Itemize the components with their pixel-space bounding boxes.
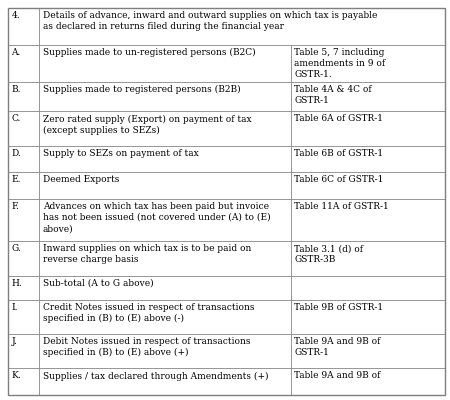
Bar xyxy=(40,276,291,300)
Bar xyxy=(8,45,40,82)
Bar xyxy=(8,241,40,276)
Text: Supply to SEZs on payment of tax: Supply to SEZs on payment of tax xyxy=(43,149,199,158)
Text: Table 5, 7 including
amendments in 9 of
GSTR-1.: Table 5, 7 including amendments in 9 of … xyxy=(294,48,385,79)
Text: E.: E. xyxy=(12,175,21,184)
Text: Table 9B of GSTR-1: Table 9B of GSTR-1 xyxy=(294,302,383,312)
Bar xyxy=(291,300,445,334)
Bar xyxy=(291,334,445,368)
Text: Supplies made to un-registered persons (B2C): Supplies made to un-registered persons (… xyxy=(43,48,256,57)
Bar xyxy=(40,172,291,199)
Text: C.: C. xyxy=(12,114,21,123)
Text: 4.: 4. xyxy=(12,11,20,20)
Text: Zero rated supply (Export) on payment of tax
(except supplies to SEZs): Zero rated supply (Export) on payment of… xyxy=(43,114,252,135)
Bar xyxy=(40,241,291,276)
Bar xyxy=(8,334,40,368)
Text: Inward supplies on which tax is to be paid on
reverse charge basis: Inward supplies on which tax is to be pa… xyxy=(43,244,252,264)
Text: A.: A. xyxy=(12,48,21,57)
Bar xyxy=(40,146,291,172)
Text: G.: G. xyxy=(12,244,21,253)
Bar xyxy=(40,111,291,146)
Text: Table 6C of GSTR-1: Table 6C of GSTR-1 xyxy=(294,175,383,184)
Text: D.: D. xyxy=(12,149,21,158)
Text: B.: B. xyxy=(12,85,21,94)
Bar xyxy=(40,82,291,111)
Text: Supplies made to registered persons (B2B): Supplies made to registered persons (B2B… xyxy=(43,85,241,94)
Text: Table 9A and 9B of
GSTR-1: Table 9A and 9B of GSTR-1 xyxy=(294,337,381,357)
Bar xyxy=(8,199,40,241)
Bar xyxy=(291,146,445,172)
Bar xyxy=(8,172,40,199)
Text: Credit Notes issued in respect of transactions
specified in (B) to (E) above (-): Credit Notes issued in respect of transa… xyxy=(43,302,254,323)
Text: Deemed Exports: Deemed Exports xyxy=(43,175,119,184)
Text: F.: F. xyxy=(12,202,19,211)
Text: Advances on which tax has been paid but invoice
has not been issued (not covered: Advances on which tax has been paid but … xyxy=(43,202,270,233)
Bar xyxy=(8,146,40,172)
Bar xyxy=(40,8,445,45)
Text: H.: H. xyxy=(12,279,22,288)
Text: Table 4A & 4C of
GSTR-1: Table 4A & 4C of GSTR-1 xyxy=(294,85,372,105)
Text: Table 9A and 9B of: Table 9A and 9B of xyxy=(294,372,381,380)
Text: Debit Notes issued in respect of transactions
specified in (B) to (E) above (+): Debit Notes issued in respect of transac… xyxy=(43,337,251,357)
Bar xyxy=(291,172,445,199)
Text: Table 6B of GSTR-1: Table 6B of GSTR-1 xyxy=(294,149,383,158)
Bar xyxy=(291,45,445,82)
Bar xyxy=(8,300,40,334)
Bar xyxy=(40,334,291,368)
Text: Table 3.1 (d) of
GSTR-3B: Table 3.1 (d) of GSTR-3B xyxy=(294,244,363,264)
Bar xyxy=(8,111,40,146)
Bar xyxy=(291,82,445,111)
Bar xyxy=(40,368,291,395)
Bar xyxy=(8,368,40,395)
Text: Supplies / tax declared through Amendments (+): Supplies / tax declared through Amendmen… xyxy=(43,372,269,381)
Bar xyxy=(8,82,40,111)
Text: J.: J. xyxy=(12,337,18,346)
Bar xyxy=(40,300,291,334)
Bar xyxy=(40,45,291,82)
Bar xyxy=(291,241,445,276)
Bar xyxy=(291,276,445,300)
Text: Details of advance, inward and outward supplies on which tax is payable
as decla: Details of advance, inward and outward s… xyxy=(43,11,378,31)
Bar xyxy=(8,8,40,45)
Bar xyxy=(291,111,445,146)
Bar xyxy=(8,276,40,300)
Text: Table 6A of GSTR-1: Table 6A of GSTR-1 xyxy=(294,114,383,123)
Text: Table 11A of GSTR-1: Table 11A of GSTR-1 xyxy=(294,202,389,211)
Bar xyxy=(40,199,291,241)
Bar xyxy=(291,368,445,395)
Text: K.: K. xyxy=(12,372,21,380)
Text: Sub-total (A to G above): Sub-total (A to G above) xyxy=(43,279,153,288)
Text: I.: I. xyxy=(12,302,18,312)
Bar xyxy=(291,199,445,241)
